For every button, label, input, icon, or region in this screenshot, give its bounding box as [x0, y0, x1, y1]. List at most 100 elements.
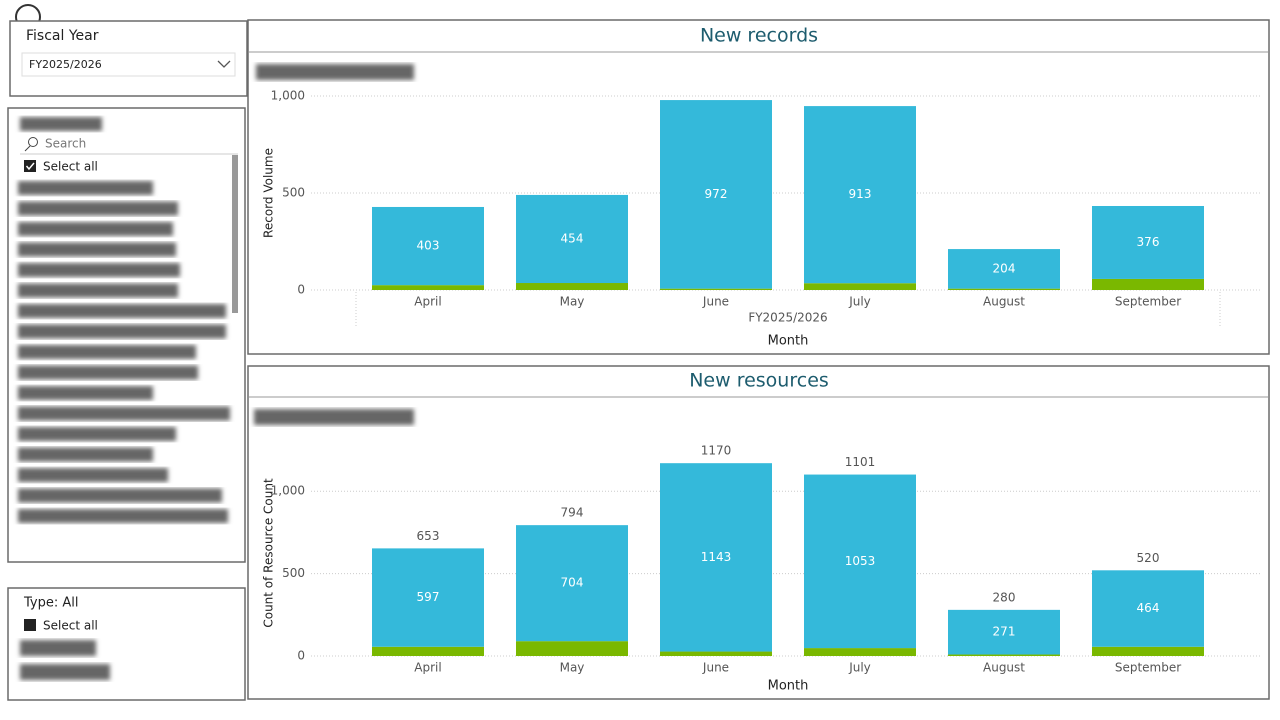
bar-segment — [804, 648, 916, 656]
blurred-text — [18, 447, 153, 462]
total-label: 280 — [993, 590, 1016, 604]
y-tick-label: 0 — [297, 283, 305, 297]
search-icon — [24, 145, 31, 152]
blurred-text — [18, 304, 226, 318]
bar-segment — [372, 646, 484, 656]
blurred-text — [20, 640, 96, 656]
bar-segment — [660, 100, 772, 289]
x-tick-label: April — [414, 661, 441, 675]
bar-segment — [372, 206, 484, 286]
bar-segment — [660, 463, 772, 652]
x-tick-label: April — [414, 295, 441, 309]
value-label: 1053 — [845, 554, 876, 568]
x-tick-label: September — [1115, 661, 1181, 675]
y-tick-label: 500 — [282, 566, 305, 580]
value-label: 403 — [417, 239, 440, 253]
x-tick-label: September — [1115, 295, 1181, 309]
value-label: 972 — [705, 187, 728, 201]
blurred-text — [18, 201, 178, 216]
scrollbar[interactable] — [232, 155, 238, 313]
blurred-text — [18, 345, 196, 359]
x-axis-title: Month — [768, 679, 809, 694]
bar-segment — [516, 641, 628, 656]
slicer-title: Fiscal Year — [26, 28, 99, 44]
dropdown[interactable] — [21, 52, 236, 77]
blurred-text — [18, 365, 198, 380]
bar-segment — [1092, 278, 1204, 290]
checkbox[interactable] — [24, 160, 36, 172]
y-axis-title: Count of Resource Count — [262, 478, 276, 628]
value-label: 913 — [849, 187, 872, 201]
value-label: 464 — [1137, 601, 1160, 615]
select-all[interactable]: Select all — [43, 619, 98, 633]
value-label: 1143 — [701, 550, 732, 564]
value-label: 704 — [561, 576, 584, 590]
bar-segment — [516, 525, 628, 642]
bar-segment — [948, 288, 1060, 290]
y-tick-label: 1,000 — [271, 89, 305, 103]
blurred-text — [18, 406, 230, 421]
bar-segment — [660, 651, 772, 656]
value-label: 271 — [993, 625, 1016, 639]
select-all[interactable]: Select all — [43, 160, 98, 174]
bar-segment — [948, 609, 1060, 655]
blurred-text — [18, 386, 153, 400]
blurred-text — [18, 324, 226, 339]
y-tick-label: 1,000 — [271, 484, 305, 498]
bar-segment — [948, 654, 1060, 656]
y-tick-label: 500 — [282, 186, 305, 200]
search-box[interactable]: Search — [45, 137, 86, 151]
bar-segment — [1092, 570, 1204, 647]
dropdown-value: FY2025/2026 — [29, 58, 102, 71]
value-label: 204 — [993, 261, 1016, 275]
bar-segment — [1092, 646, 1204, 656]
x-tick-label: May — [560, 661, 585, 675]
x-tick-label: June — [702, 661, 729, 675]
y-tick-label: 0 — [297, 649, 305, 663]
chevron — [217, 60, 231, 68]
total-label: 520 — [1137, 551, 1160, 565]
chart-title: New records — [700, 25, 818, 47]
blurred-text — [256, 64, 414, 80]
bar-segment — [804, 106, 916, 284]
search-icon — [28, 137, 38, 147]
y-axis-title: Record Volume — [262, 148, 276, 238]
x-axis-title: Month — [768, 334, 809, 349]
x-tick-label: May — [560, 295, 585, 309]
blurred-text — [20, 664, 110, 680]
total-label: 653 — [417, 529, 440, 543]
chart-title: New resources — [689, 370, 829, 392]
x-tick-label: July — [848, 661, 871, 675]
bar-segment — [516, 194, 628, 284]
blurred-text — [18, 283, 178, 298]
slicer-title: Type: All — [23, 596, 79, 611]
total-label: 1170 — [701, 444, 732, 458]
bar-segment — [804, 474, 916, 649]
bar-segment — [516, 283, 628, 290]
blurred-text — [18, 488, 222, 503]
blurred-text — [18, 181, 153, 195]
total-label: 794 — [561, 506, 584, 520]
value-label: 454 — [561, 231, 584, 245]
blurred-text — [18, 222, 173, 236]
blurred-text — [18, 427, 176, 441]
blurred-text — [20, 117, 102, 131]
bar-segment — [660, 288, 772, 290]
blurred-text — [18, 263, 180, 277]
bar-segment — [804, 283, 916, 290]
total-label: 1101 — [845, 455, 876, 469]
x-tick-label: August — [983, 661, 1025, 675]
bar-segment — [948, 249, 1060, 289]
bar-segment — [372, 285, 484, 290]
bar-segment — [372, 548, 484, 647]
blurred-text — [18, 509, 228, 523]
checkbox[interactable] — [24, 619, 36, 631]
value-label: 376 — [1137, 235, 1160, 249]
blurred-text — [18, 242, 176, 257]
x-tick-label: June — [702, 295, 729, 309]
check — [25, 162, 35, 171]
blurred-text — [254, 409, 414, 425]
x-tick-label: August — [983, 295, 1025, 309]
value-label: 597 — [417, 590, 440, 604]
